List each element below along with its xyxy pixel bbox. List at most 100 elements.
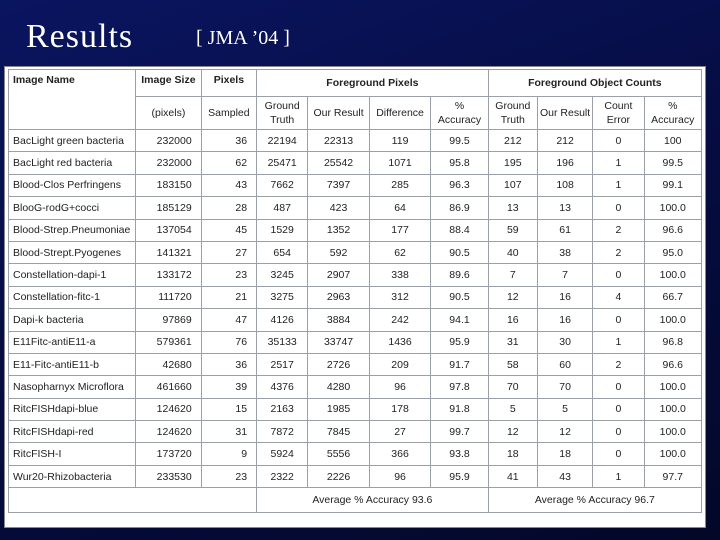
cell-count-our-result: 108 — [536, 173, 594, 198]
cell-image-name: BlooG-rodG+cocci — [7, 196, 137, 220]
cell-pixels-sampled: 47 — [200, 308, 258, 332]
cell-our-result: 1985 — [307, 397, 370, 422]
table-row: Constellation-fitc-1 111720 21 3275 2963 312 9… — [7, 285, 702, 310]
cell-ground-truth: 487 — [256, 196, 309, 220]
cell-our-result: 7845 — [307, 420, 370, 444]
cell-count-ground-truth: 212 — [487, 128, 538, 153]
cell-count-accuracy: 100.0 — [643, 375, 702, 399]
cell-count-ground-truth: 5 — [487, 397, 538, 422]
cell-image-name: Blood-Strep.Pneumoniae — [7, 218, 137, 242]
table-row: Nasopharnyx Microflora 461660 39 4376 4280 96… — [7, 375, 702, 399]
cell-count-ground-truth: 16 — [487, 308, 538, 332]
cell-count-accuracy: 96.8 — [643, 330, 702, 354]
cell-pixel-accuracy: 91.8 — [430, 397, 489, 422]
table-row: RitcFISH-I 173720 9 5924 5556 366 93.8 18 18 0 100… — [7, 442, 702, 466]
cell-count-error: 0 — [592, 196, 645, 220]
table-row: BacLight green bacteria 232000 36 22194 2231… — [7, 128, 702, 153]
cell-image-size: 233530 — [135, 464, 202, 489]
cell-difference: 27 — [368, 420, 432, 444]
cell-count-our-result: 12 — [536, 420, 594, 444]
header-pixels: Pixels — [200, 69, 258, 97]
cell-difference: 312 — [368, 285, 432, 310]
cell-count-our-result: 60 — [536, 352, 594, 377]
cell-our-result: 5556 — [307, 442, 370, 466]
table-row: Blood-Strept.Pyogenes 141321 27 654 592 62 90.… — [7, 240, 702, 265]
cell-count-accuracy: 99.5 — [643, 151, 702, 175]
header-ground-truth: Ground Truth — [256, 96, 309, 130]
cell-our-result: 423 — [307, 196, 370, 220]
cell-count-error: 0 — [592, 397, 645, 422]
cell-pixel-accuracy: 90.5 — [430, 285, 489, 310]
cell-image-name: Blood-Clos Perfringens — [7, 173, 137, 198]
cell-count-accuracy: 100.0 — [643, 420, 702, 444]
cell-count-ground-truth: 7 — [487, 263, 538, 287]
cell-pixels-sampled: 15 — [200, 397, 258, 422]
cell-image-size: 173720 — [135, 442, 202, 466]
table-row: BacLight red bacteria 232000 62 25471 25542 1… — [7, 151, 702, 175]
cell-ground-truth: 35133 — [256, 330, 309, 354]
cell-our-result: 25542 — [307, 151, 370, 175]
cell-count-our-result: 70 — [536, 375, 594, 399]
cell-ground-truth: 7872 — [256, 420, 309, 444]
cell-image-size: 42680 — [135, 352, 202, 377]
cell-difference: 1436 — [368, 330, 432, 354]
cell-count-ground-truth: 107 — [487, 173, 538, 198]
table-row: E11-Fitc-antiE11-b 42680 36 2517 2726 209 91.7… — [7, 352, 702, 377]
cell-pixel-accuracy: 89.6 — [430, 263, 489, 287]
cell-count-error: 0 — [592, 442, 645, 466]
cell-difference: 209 — [368, 352, 432, 377]
cell-count-error: 1 — [592, 151, 645, 175]
cell-ground-truth: 1529 — [256, 218, 309, 242]
cell-count-accuracy: 96.6 — [643, 218, 702, 242]
header-pixels-sampled: Sampled — [200, 96, 258, 130]
cell-count-ground-truth: 59 — [487, 218, 538, 242]
cell-image-size: 124620 — [135, 420, 202, 444]
cell-image-size: 183150 — [135, 173, 202, 198]
table-row: Blood-Clos Perfringens 183150 43 7662 7397 28… — [7, 173, 702, 198]
cell-ground-truth: 5924 — [256, 442, 309, 466]
header-foreground-object-counts: Foreground Object Counts — [487, 69, 703, 97]
cell-our-result: 4280 — [307, 375, 370, 399]
cell-count-accuracy: 100.0 — [643, 196, 702, 220]
cell-difference: 366 — [368, 442, 432, 466]
cell-count-our-result: 5 — [536, 397, 594, 422]
cell-difference: 64 — [368, 196, 432, 220]
cell-pixels-sampled: 62 — [200, 151, 258, 175]
cell-count-ground-truth: 12 — [487, 420, 538, 444]
cell-difference: 1071 — [368, 151, 432, 175]
cell-difference: 242 — [368, 308, 432, 332]
cell-pixel-accuracy: 95.9 — [430, 330, 489, 354]
cell-count-ground-truth: 58 — [487, 352, 538, 377]
cell-count-ground-truth: 13 — [487, 196, 538, 220]
cell-count-error: 0 — [592, 263, 645, 287]
cell-image-size: 232000 — [135, 128, 202, 153]
cell-ground-truth: 4376 — [256, 375, 309, 399]
cell-pixels-sampled: 31 — [200, 420, 258, 444]
cell-image-size: 232000 — [135, 151, 202, 175]
header-difference: Difference — [368, 96, 432, 130]
cell-count-ground-truth: 41 — [487, 464, 538, 489]
cell-image-name: Nasopharnyx Microflora — [7, 375, 137, 399]
cell-ground-truth: 3275 — [256, 285, 309, 310]
cell-pixel-accuracy: 95.8 — [430, 151, 489, 175]
cell-image-name: RitcFISHdapi-red — [7, 420, 137, 444]
cell-pixel-accuracy: 99.5 — [430, 128, 489, 153]
cell-count-accuracy: 99.1 — [643, 173, 702, 198]
table-row: Blood-Strep.Pneumoniae 137054 45 1529 1352 17… — [7, 218, 702, 242]
cell-count-error: 0 — [592, 128, 645, 153]
average-count-accuracy: Average % Accuracy 96.7 — [487, 487, 703, 514]
cell-count-ground-truth: 18 — [487, 442, 538, 466]
table-body: BacLight green bacteria 232000 36 22194 2231… — [7, 128, 702, 489]
cell-ground-truth: 4126 — [256, 308, 309, 332]
cell-count-error: 1 — [592, 173, 645, 198]
header-our-result: Our Result — [307, 96, 370, 130]
cell-ground-truth: 25471 — [256, 151, 309, 175]
cell-count-error: 1 — [592, 464, 645, 489]
cell-difference: 178 — [368, 397, 432, 422]
cell-pixels-sampled: 45 — [200, 218, 258, 242]
cell-count-error: 0 — [592, 420, 645, 444]
cell-count-our-result: 18 — [536, 442, 594, 466]
header-image-name: Image Name — [7, 69, 137, 130]
results-table: Image Name Image Size Pixels Foreground … — [7, 69, 703, 514]
cell-count-our-result: 43 — [536, 464, 594, 489]
